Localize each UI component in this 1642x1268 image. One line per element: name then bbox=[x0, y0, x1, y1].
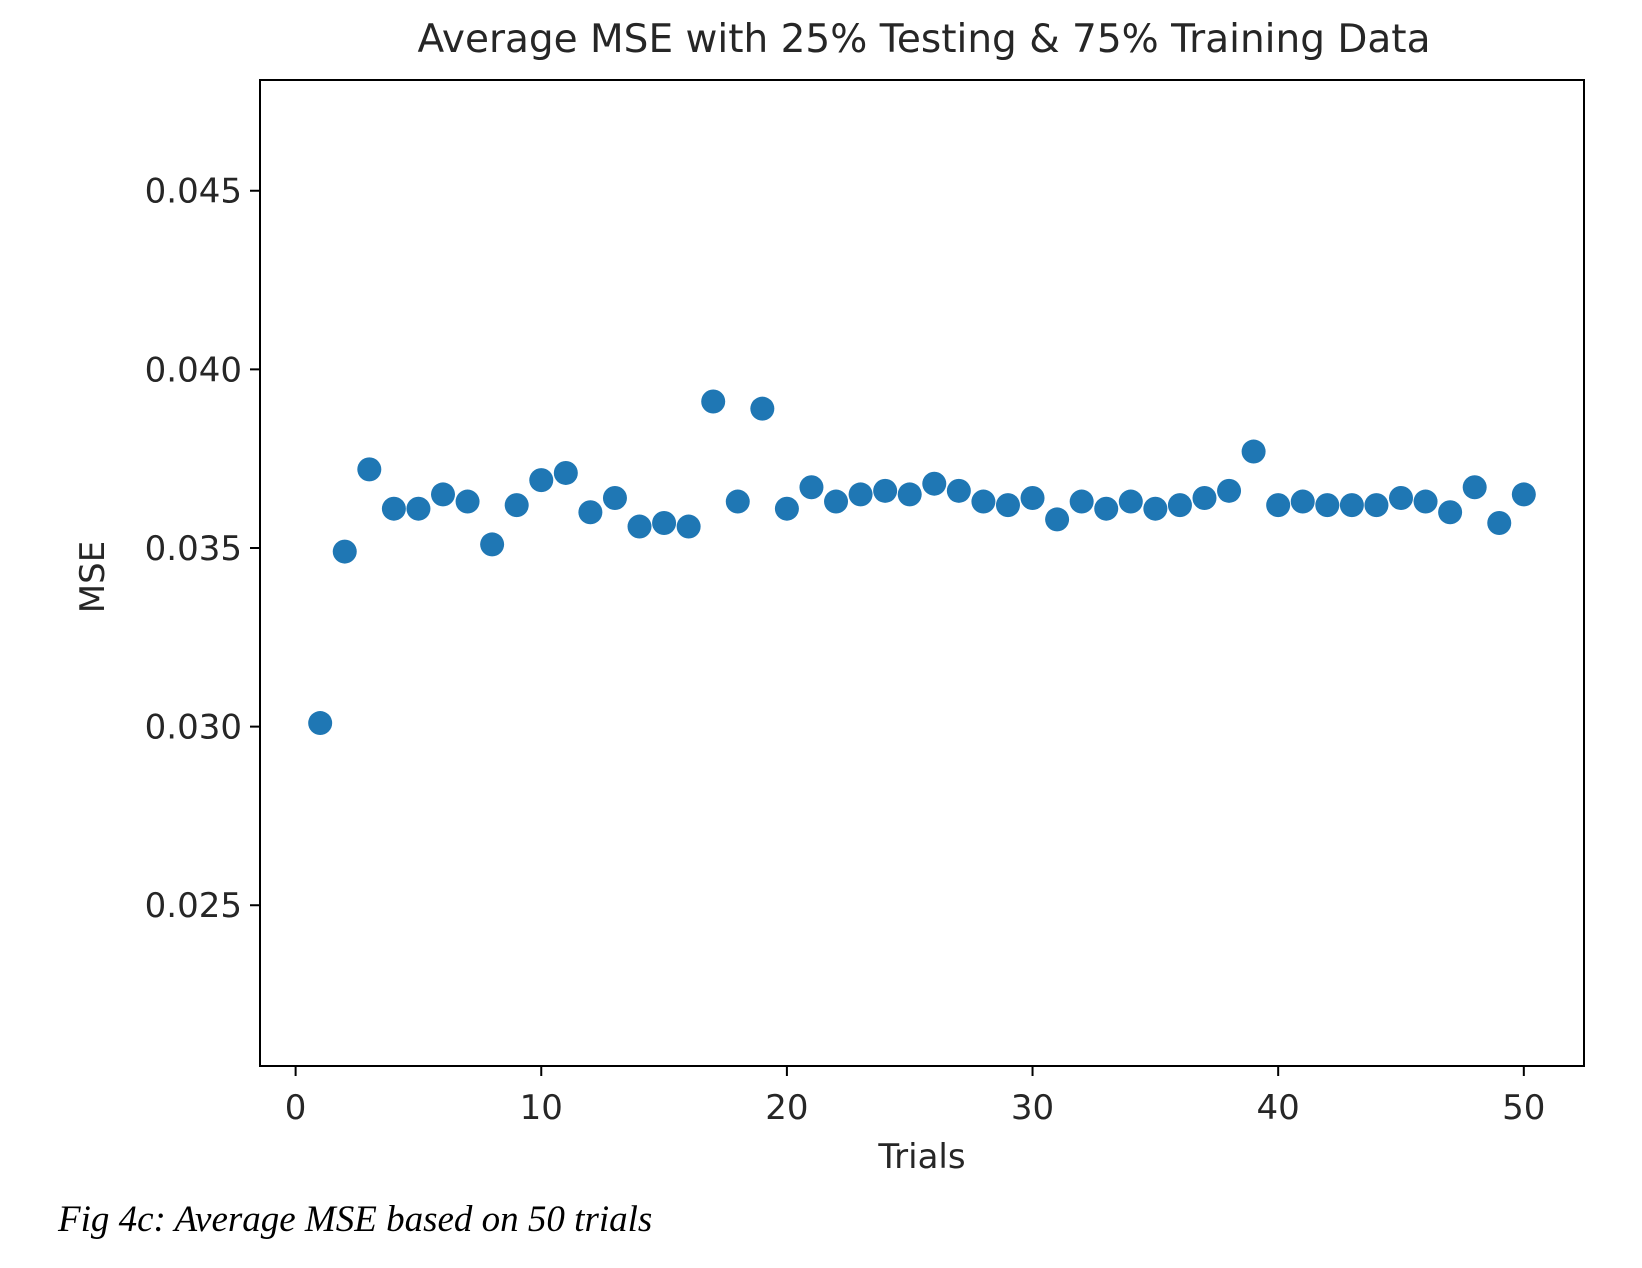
data-point bbox=[725, 489, 750, 514]
data-point bbox=[774, 496, 799, 521]
data-point bbox=[504, 493, 529, 518]
y-tick-label: 0.040 bbox=[145, 350, 242, 390]
x-axis-label: Trials bbox=[877, 1137, 965, 1177]
data-point bbox=[1069, 489, 1094, 514]
data-point bbox=[1511, 482, 1536, 507]
data-point bbox=[1487, 510, 1512, 535]
data-point bbox=[578, 500, 603, 525]
data-point bbox=[652, 510, 677, 535]
data-point bbox=[946, 478, 971, 503]
data-point bbox=[995, 493, 1020, 518]
data-point bbox=[1217, 478, 1242, 503]
plot-frame bbox=[259, 79, 1585, 1067]
data-point bbox=[750, 396, 775, 421]
data-point bbox=[529, 468, 554, 493]
data-point bbox=[480, 532, 505, 557]
figure-caption: Fig 4c: Average MSE based on 50 trials bbox=[58, 1199, 653, 1240]
y-tick-label: 0.045 bbox=[145, 172, 242, 212]
data-point bbox=[1364, 493, 1389, 518]
data-point bbox=[1388, 485, 1413, 510]
data-point bbox=[1045, 507, 1070, 532]
plot-area bbox=[260, 80, 1584, 1066]
data-point bbox=[1192, 485, 1217, 510]
data-points bbox=[308, 389, 1536, 736]
data-point bbox=[1241, 439, 1266, 464]
data-point bbox=[922, 471, 947, 496]
data-point bbox=[357, 457, 382, 482]
data-point bbox=[1020, 485, 1045, 510]
data-point bbox=[1339, 493, 1364, 518]
data-point bbox=[824, 489, 849, 514]
x-tick-label: 30 bbox=[1011, 1088, 1054, 1128]
x-tick-label: 50 bbox=[1502, 1088, 1545, 1128]
data-point bbox=[627, 514, 652, 539]
data-point bbox=[431, 482, 456, 507]
chart-title: Average MSE with 25% Testing & 75% Train… bbox=[417, 17, 1430, 62]
data-point bbox=[1143, 496, 1168, 521]
x-tick-label: 40 bbox=[1257, 1088, 1300, 1128]
y-axis-label: MSE bbox=[73, 541, 113, 613]
y-tick-label: 0.030 bbox=[145, 708, 242, 748]
data-point bbox=[873, 478, 898, 503]
data-point bbox=[1438, 500, 1463, 525]
data-point bbox=[799, 475, 824, 500]
data-point bbox=[332, 539, 357, 564]
data-point bbox=[406, 496, 431, 521]
data-point bbox=[1118, 489, 1143, 514]
data-point bbox=[1462, 475, 1487, 500]
data-point bbox=[308, 711, 333, 736]
data-point bbox=[848, 482, 873, 507]
y-tick-label: 0.035 bbox=[145, 529, 242, 569]
data-point bbox=[553, 460, 578, 485]
x-tick-label: 0 bbox=[285, 1088, 307, 1128]
x-tick-label: 20 bbox=[765, 1088, 808, 1128]
data-point bbox=[897, 482, 922, 507]
data-point bbox=[1290, 489, 1315, 514]
data-point bbox=[676, 514, 701, 539]
data-point bbox=[602, 485, 627, 510]
data-point bbox=[1315, 493, 1340, 518]
x-axis-ticks: 0 10 20 30 40 50 bbox=[285, 1066, 1545, 1128]
x-tick-label: 10 bbox=[520, 1088, 563, 1128]
data-point bbox=[1094, 496, 1119, 521]
data-point bbox=[455, 489, 480, 514]
data-point bbox=[971, 489, 996, 514]
data-point bbox=[1266, 493, 1291, 518]
y-axis-ticks: 0.025 0.030 0.035 0.040 0.045 bbox=[145, 172, 260, 926]
data-point bbox=[701, 389, 726, 414]
data-point bbox=[1413, 489, 1438, 514]
data-point bbox=[381, 496, 406, 521]
y-tick-label: 0.025 bbox=[145, 886, 242, 926]
data-point bbox=[1167, 493, 1192, 518]
